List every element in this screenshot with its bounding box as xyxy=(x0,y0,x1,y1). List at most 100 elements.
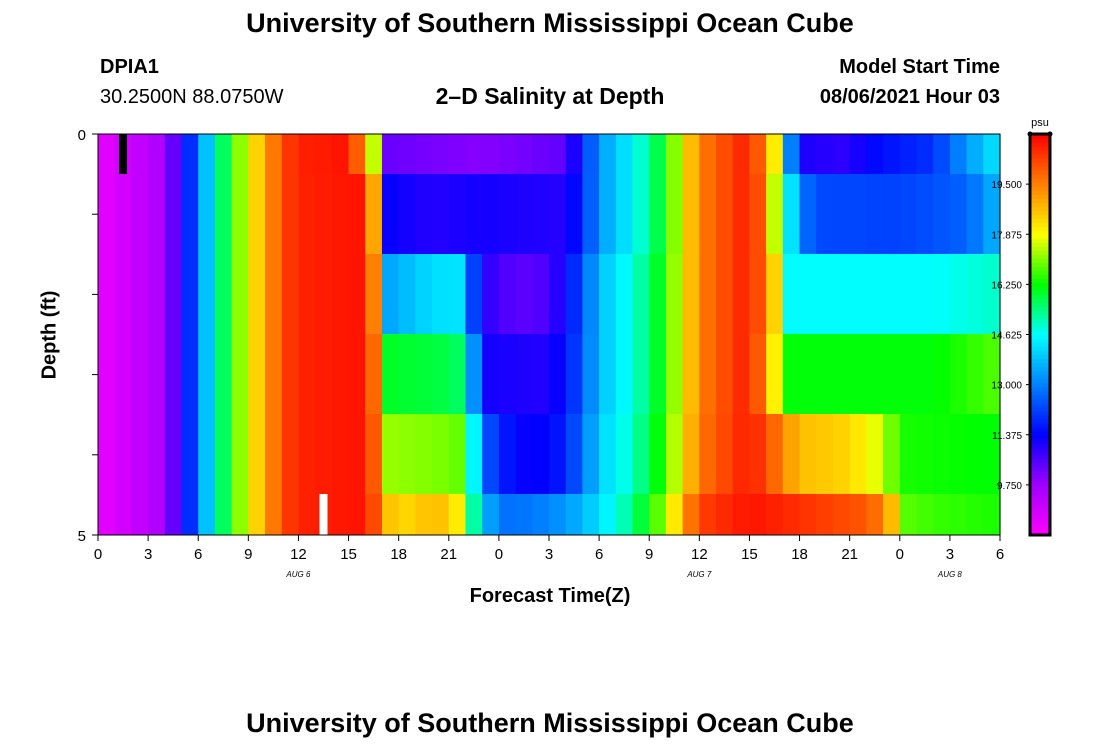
heatmap-cell xyxy=(148,254,166,334)
heatmap-cell xyxy=(716,254,734,334)
heatmap-cell xyxy=(448,334,467,414)
model-start-value: 08/06/2021 Hour 03 xyxy=(819,86,1000,108)
heatmap-cell xyxy=(599,414,617,494)
heatmap-cell xyxy=(983,334,1001,414)
heatmap-cell xyxy=(198,414,216,494)
colorbar-segment xyxy=(1030,202,1050,207)
heatmap-cell xyxy=(465,494,483,535)
heatmap-cell xyxy=(231,494,249,535)
colorbar-corner-dot xyxy=(1027,131,1033,137)
heatmap-cell xyxy=(298,134,316,174)
colorbar-units: psu xyxy=(1031,117,1049,129)
heatmap-cell xyxy=(248,414,266,494)
x-tick-label: 0 xyxy=(896,546,904,563)
heatmap-cell xyxy=(515,494,533,535)
colorbar-segment xyxy=(1030,246,1050,251)
heatmap-cell xyxy=(432,414,450,494)
colorbar-segment xyxy=(1030,362,1050,368)
heatmap-cell xyxy=(398,494,416,535)
heatmap-cell xyxy=(281,254,300,334)
colorbar-segment xyxy=(1030,502,1050,508)
y-axis: 05 xyxy=(78,127,99,545)
heatmap-cell xyxy=(198,174,216,254)
heatmap-cell xyxy=(131,174,149,254)
heatmap-cell xyxy=(381,494,400,535)
colorbar-segment xyxy=(1030,210,1050,215)
colorbar-segment xyxy=(1030,294,1050,300)
heatmap-cell xyxy=(916,134,934,174)
heatmap-cell xyxy=(582,494,600,535)
heatmap-cell xyxy=(782,174,801,254)
heatmap-cell xyxy=(632,134,650,174)
heatmap-cell xyxy=(214,494,233,535)
heatmap-cell xyxy=(365,494,383,535)
heatmap-cell xyxy=(615,174,634,254)
heatmap-cell xyxy=(766,414,784,494)
heatmap-cell xyxy=(699,494,717,535)
colorbar-segment xyxy=(1030,442,1050,448)
heatmap-cell xyxy=(899,174,918,254)
heatmap-cell xyxy=(398,254,416,334)
x-tick-label: 18 xyxy=(791,546,808,563)
heatmap-cell xyxy=(131,334,149,414)
heatmap-cell xyxy=(432,494,450,535)
colorbar-segment xyxy=(1030,446,1050,452)
heatmap-cell xyxy=(565,414,584,494)
heatmap-cell xyxy=(632,414,650,494)
heatmap-cell xyxy=(582,174,600,254)
heatmap-cell xyxy=(966,174,984,254)
heatmap-cell xyxy=(983,254,1001,334)
heatmap-cell xyxy=(164,334,183,414)
colorbar-segment xyxy=(1030,518,1050,524)
heatmap-cell xyxy=(832,174,851,254)
heatmap-cell xyxy=(732,414,751,494)
x-tick-label: 3 xyxy=(946,546,954,563)
colorbar-segment xyxy=(1030,386,1050,392)
heatmap-cell xyxy=(899,254,918,334)
heatmap-cell xyxy=(899,494,918,535)
colorbar-segment xyxy=(1030,178,1050,183)
heatmap-cell xyxy=(916,174,934,254)
colorbar-segment xyxy=(1030,242,1050,247)
heatmap-cell xyxy=(866,254,884,334)
heatmap-cell xyxy=(949,334,968,414)
heatmap-cell xyxy=(164,414,183,494)
heatmap-cell xyxy=(498,174,517,254)
heatmap-cell xyxy=(966,494,984,535)
heatmap-cell xyxy=(849,414,867,494)
heatmap-cell xyxy=(164,494,183,535)
heatmap-cell xyxy=(849,134,867,174)
heatmap-cell xyxy=(549,174,567,254)
heatmap-cell xyxy=(916,254,934,334)
heatmap-cell xyxy=(298,334,316,414)
heatmap-cell xyxy=(549,494,567,535)
heatmap-cell xyxy=(632,334,650,414)
heatmap-cell xyxy=(515,134,533,174)
colorbar-segment xyxy=(1030,466,1050,472)
heatmap-cell xyxy=(465,174,483,254)
colorbar-segment xyxy=(1030,274,1050,279)
heatmap-cell xyxy=(248,174,266,254)
colorbar-segment xyxy=(1030,474,1050,480)
colorbar-segment xyxy=(1030,298,1050,304)
heatmap-cell xyxy=(281,174,300,254)
heatmap-cell xyxy=(649,414,667,494)
x-tick-label: 9 xyxy=(244,546,252,563)
heatmap-cell xyxy=(164,134,183,174)
heatmap-cell xyxy=(632,174,650,254)
heatmap-cell xyxy=(415,494,433,535)
colorbar-segment xyxy=(1030,374,1050,380)
heatmap-cell xyxy=(916,334,934,414)
heatmap-cell xyxy=(799,174,817,254)
heatmap-cell xyxy=(933,254,951,334)
colorbar-segment xyxy=(1030,262,1050,267)
colorbar-segment xyxy=(1030,498,1050,504)
heatmap-cell xyxy=(665,494,684,535)
heatmap-cell xyxy=(381,174,400,254)
heatmap-cell xyxy=(866,174,884,254)
heatmap-cell xyxy=(883,174,901,254)
heatmap-cell xyxy=(114,174,133,254)
heatmap-cell xyxy=(933,334,951,414)
heatmap-cell xyxy=(515,174,533,254)
heatmap-cell xyxy=(549,414,567,494)
